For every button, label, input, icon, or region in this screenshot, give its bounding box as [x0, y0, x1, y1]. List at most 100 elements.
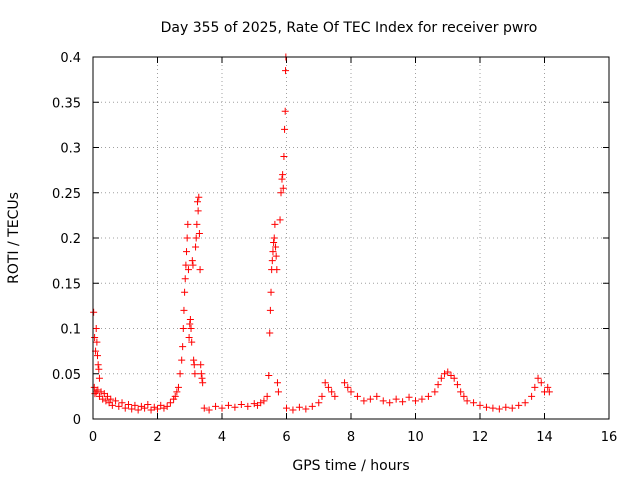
data-point: [196, 266, 204, 274]
data-point: [308, 402, 316, 410]
data-point: [271, 220, 279, 228]
data-point: [189, 261, 197, 269]
data-point: [269, 248, 277, 256]
data-point: [190, 361, 198, 369]
data-point: [137, 402, 145, 410]
data-point: [99, 395, 107, 403]
data-point: [463, 397, 471, 405]
data-point: [283, 404, 290, 412]
y-tick-label: 0.35: [52, 96, 81, 111]
data-point: [193, 198, 201, 206]
data-point: [412, 397, 419, 405]
x-axis-label: GPS time / hours: [292, 458, 409, 474]
y-axis-label: ROTI / TECUs: [6, 192, 22, 284]
data-point: [184, 220, 192, 228]
data-point: [134, 406, 142, 414]
x-tick-label: 10: [407, 430, 424, 445]
data-point: [250, 400, 258, 408]
data-point: [347, 388, 355, 396]
data-point: [470, 399, 478, 407]
data-point: [179, 325, 187, 332]
y-tick-label: 0.15: [52, 277, 81, 292]
x-tick-label: 8: [347, 430, 355, 445]
data-point: [379, 397, 387, 405]
data-point: [131, 401, 139, 409]
x-tick-label: 6: [282, 430, 290, 445]
data-point: [93, 338, 101, 346]
data-point: [95, 365, 103, 373]
plot-frame: [92, 56, 610, 420]
data-point: [544, 383, 552, 391]
data-point: [515, 401, 523, 409]
data-point: [495, 405, 503, 413]
data-point: [185, 334, 193, 342]
data-point: [545, 388, 553, 396]
y-tick-label: 0.1: [60, 323, 81, 338]
data-point: [341, 379, 349, 387]
data-point: [224, 401, 232, 409]
x-tick-label: 2: [153, 430, 161, 445]
data-point: [212, 402, 220, 410]
data-point: [205, 406, 213, 414]
data-points: [90, 53, 553, 414]
data-point: [186, 320, 194, 328]
data-point: [272, 243, 280, 251]
data-point: [186, 315, 194, 323]
data-point: [192, 234, 200, 242]
data-point: [424, 392, 432, 400]
data-point: [277, 189, 285, 197]
data-point: [295, 403, 303, 411]
data-point: [184, 266, 192, 274]
data-point: [386, 399, 394, 407]
data-point: [195, 229, 203, 237]
data-point: [118, 399, 126, 407]
data-point: [197, 361, 205, 369]
data-point: [179, 343, 187, 351]
data-point: [324, 383, 332, 391]
y-tick-label: 0.25: [52, 187, 81, 202]
data-point: [489, 404, 497, 412]
data-point: [102, 397, 110, 405]
data-point: [150, 403, 158, 411]
grid: [93, 57, 609, 419]
data-point: [187, 325, 195, 332]
data-point: [90, 308, 98, 316]
data-point: [92, 325, 100, 332]
data-point: [476, 401, 484, 409]
data-point: [460, 392, 468, 400]
data-point: [237, 401, 245, 409]
data-point: [331, 392, 339, 400]
y-tick-label: 0.3: [60, 142, 81, 157]
data-point: [344, 383, 352, 391]
data-point: [154, 405, 161, 413]
data-point: [502, 403, 510, 411]
data-point: [97, 388, 105, 396]
data-point: [278, 175, 286, 183]
data-point: [192, 243, 200, 251]
data-point: [353, 392, 361, 400]
data-point: [302, 405, 310, 413]
data-point: [178, 356, 186, 364]
y-tick-label: 0.2: [60, 232, 81, 247]
data-point: [399, 398, 407, 406]
data-point: [274, 388, 282, 396]
data-point: [128, 405, 136, 413]
data-point: [315, 399, 323, 407]
y-tick-label: 0.05: [52, 368, 81, 383]
data-point: [321, 379, 329, 387]
data-point: [444, 368, 452, 376]
data-point: [218, 404, 226, 412]
data-point: [193, 220, 201, 228]
data-point: [231, 403, 239, 411]
x-tick-label: 0: [89, 430, 97, 445]
data-point: [373, 392, 381, 400]
data-point: [195, 193, 203, 201]
data-point: [267, 288, 275, 296]
data-point: [188, 338, 196, 346]
data-point: [450, 374, 458, 382]
data-point: [198, 374, 206, 382]
data-point: [160, 404, 168, 412]
data-point: [531, 383, 539, 391]
y-tick-label: 0: [73, 413, 81, 428]
